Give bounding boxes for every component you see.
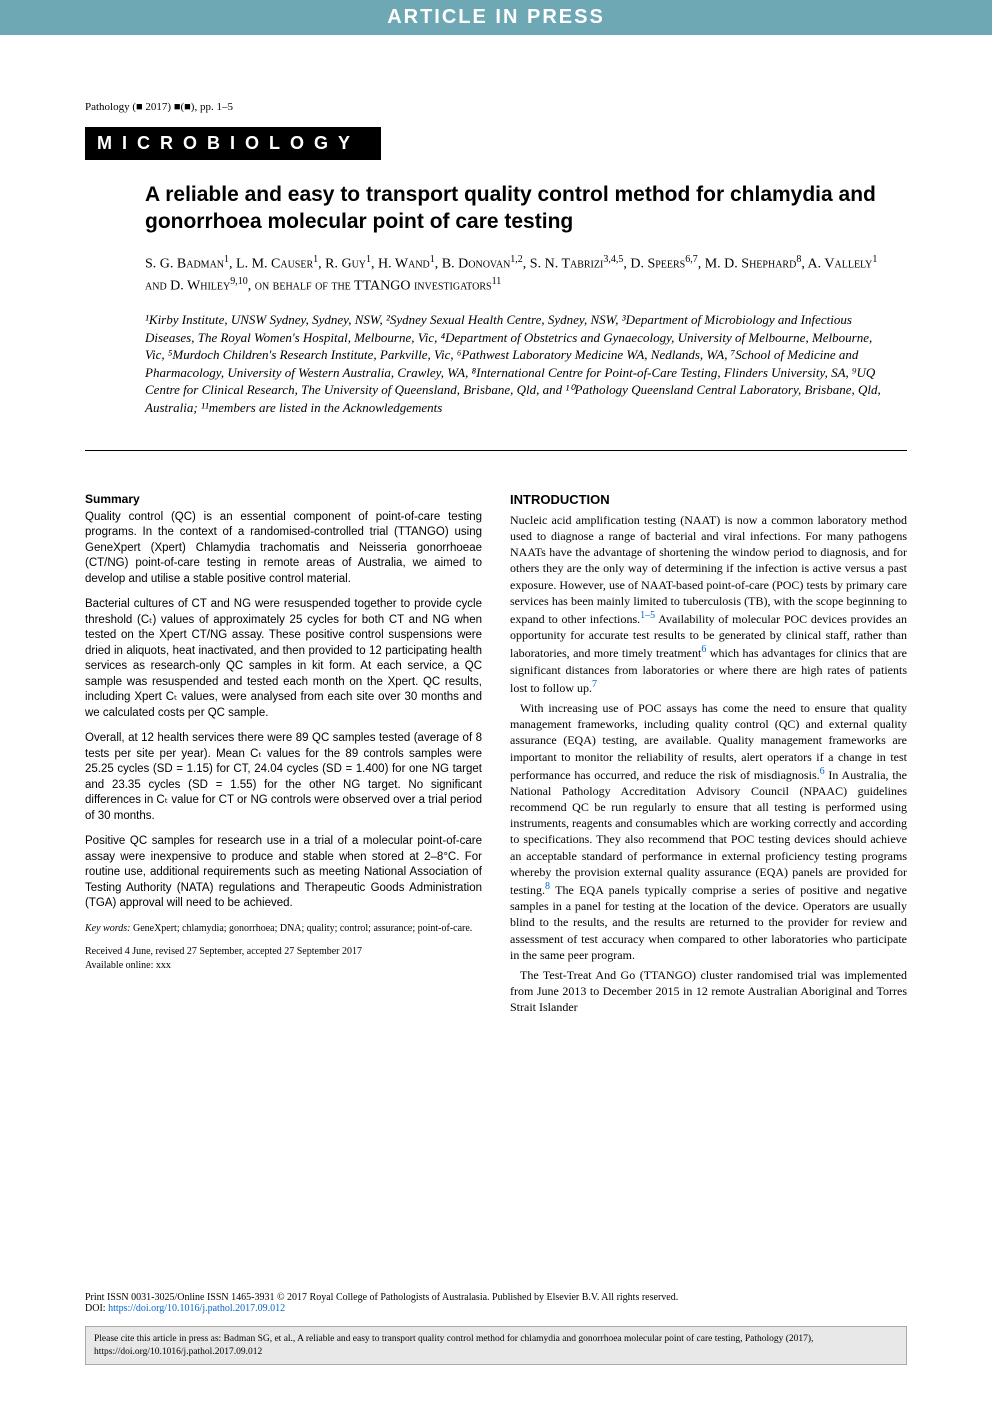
received-line: Received 4 June, revised 27 September, a…: [85, 945, 482, 959]
content-wrapper: Pathology (■ 2017) ■(■), pp. 1–5 MICROBI…: [0, 35, 992, 1020]
keywords-label: Key words:: [85, 923, 130, 934]
ref-1-5[interactable]: 1–5: [640, 610, 655, 621]
intro-para-1: Nucleic acid amplification testing (NAAT…: [510, 512, 907, 696]
page: ARTICLE IN PRESS Pathology (■ 2017) ■(■)…: [0, 0, 992, 1403]
available-online: Available online: xxx: [85, 959, 482, 973]
abstract-para-2: Bacterial cultures of CT and NG were res…: [85, 597, 482, 721]
affiliations: ¹Kirby Institute, UNSW Sydney, Sydney, N…: [145, 311, 887, 416]
issn-line: Print ISSN 0031-3025/Online ISSN 1465-39…: [85, 1292, 907, 1303]
ref-7[interactable]: 7: [592, 679, 597, 690]
page-footer: Print ISSN 0031-3025/Online ISSN 1465-39…: [85, 1292, 907, 1365]
intro-p1-a: Nucleic acid amplification testing (NAAT…: [510, 513, 907, 626]
doi-link[interactable]: https://doi.org/10.1016/j.pathol.2017.09…: [108, 1303, 285, 1314]
abstract-para-1: Quality control (QC) is an essential com…: [85, 510, 482, 588]
summary-heading: Summary: [85, 491, 482, 507]
citation-box: Please cite this article in press as: Ba…: [85, 1326, 907, 1365]
abstract-para-3: Overall, at 12 health services there wer…: [85, 731, 482, 824]
article-in-press-banner: ARTICLE IN PRESS: [0, 0, 992, 35]
divider: [85, 450, 907, 451]
intro-para-2: With increasing use of POC assays has co…: [510, 700, 907, 963]
introduction-heading: INTRODUCTION: [510, 491, 907, 509]
keywords-block: Key words: GeneXpert; chlamydia; gonorrh…: [85, 922, 482, 936]
intro-p2-b: In Australia, the National Pathology Acc…: [510, 768, 907, 897]
article-title: A reliable and easy to transport quality…: [145, 182, 887, 236]
right-column: INTRODUCTION Nucleic acid amplification …: [510, 491, 907, 1019]
doi-line: DOI: https://doi.org/10.1016/j.pathol.20…: [85, 1303, 907, 1314]
section-label: MICROBIOLOGY: [85, 127, 381, 160]
journal-meta: Pathology (■ 2017) ■(■), pp. 1–5: [85, 101, 907, 113]
left-column: Summary Quality control (QC) is an essen…: [85, 491, 482, 1019]
intro-p2-c: The EQA panels typically comprise a seri…: [510, 883, 907, 962]
keywords-text: GeneXpert; chlamydia; gonorrhoea; DNA; q…: [133, 923, 472, 934]
header-block: A reliable and easy to transport quality…: [85, 160, 907, 440]
intro-para-3: The Test-Treat And Go (TTANGO) cluster r…: [510, 967, 907, 1016]
two-column-body: Summary Quality control (QC) is an essen…: [85, 491, 907, 1019]
doi-label: DOI:: [85, 1303, 108, 1314]
abstract-para-4: Positive QC samples for research use in …: [85, 834, 482, 912]
author-list: S. G. Badman1, L. M. Causer1, R. Guy1, H…: [145, 252, 887, 297]
